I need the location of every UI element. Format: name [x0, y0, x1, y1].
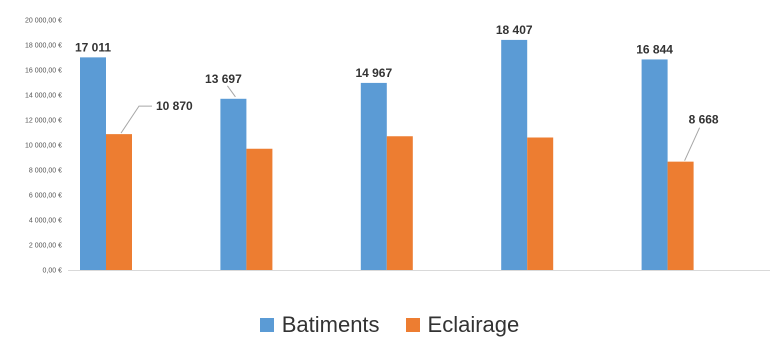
y-tick-label: 2 000,00 €	[29, 243, 62, 250]
y-tick-label: 16 000,00 €	[25, 68, 62, 75]
y-tick-label: 4 000,00 €	[29, 218, 62, 225]
leader-line	[120, 105, 152, 134]
bar-eclairage-4	[527, 137, 554, 270]
chart-svg: 0,00 € 2 000,00 € 4 000,00 € 6 000,00 € 8 00…	[25, 18, 770, 275]
y-tick-label: 12 000,00 €	[25, 118, 62, 125]
data-label-batiments-3: 14 967	[355, 66, 392, 80]
y-tick-label: 8 000,00 €	[29, 168, 62, 175]
bar-batiments-1	[80, 57, 106, 270]
legend-label-eclairage: Eclairage	[427, 312, 520, 337]
bar-batiments-3	[360, 82, 387, 270]
data-label-batiments-2: 13 697	[205, 72, 242, 86]
bar-eclairage-2	[246, 148, 273, 270]
leader-line	[226, 85, 236, 98]
y-tick-label: 14 000,00 €	[25, 93, 62, 100]
leader-line	[684, 127, 701, 161]
legend-item-batiments: Batiments	[259, 312, 380, 338]
y-tick-label: 18 000,00 €	[25, 43, 62, 50]
bar-batiments-4	[501, 39, 528, 270]
y-tick-label: 20 000,00 €	[25, 18, 62, 25]
bar-eclairage-5	[667, 161, 694, 270]
bar-batiments-2	[220, 98, 247, 270]
data-label-eclairage-5: 8 668	[689, 113, 719, 127]
data-label-eclairage-1: 10 870	[156, 99, 193, 113]
legend-swatch-eclairage	[405, 318, 420, 332]
y-tick-label: 0,00 €	[43, 268, 63, 275]
bar-eclairage-1	[106, 134, 132, 270]
legend-label-batiments: Batiments	[281, 312, 380, 337]
data-label-batiments-5: 16 844	[636, 42, 673, 56]
legend-swatch-batiments	[259, 318, 274, 332]
y-tick-label: 6 000,00 €	[29, 193, 62, 200]
legend: Batiments Eclairage	[0, 312, 779, 338]
legend-item-eclairage: Eclairage	[405, 312, 520, 338]
data-label-batiments-4: 18 407	[496, 23, 533, 37]
bar-batiments-5	[641, 59, 668, 271]
data-label-batiments-1: 17 011	[75, 40, 111, 54]
bar-eclairage-3	[386, 136, 413, 270]
y-tick-label: 10 000,00 €	[25, 143, 62, 150]
